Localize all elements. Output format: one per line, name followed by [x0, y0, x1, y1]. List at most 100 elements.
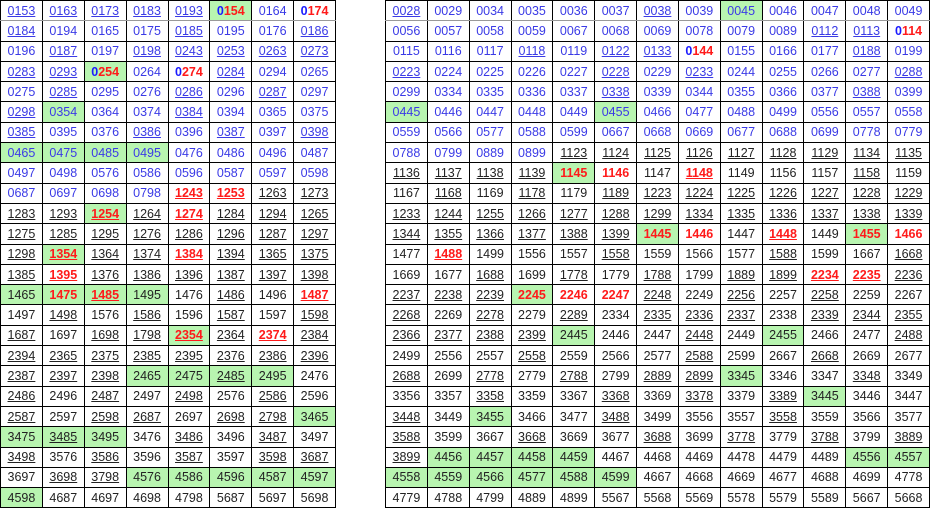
grid-cell[interactable]: 1485 — [83, 284, 127, 306]
grid-cell[interactable]: 1148 — [677, 162, 721, 184]
grid-cell[interactable]: 0288 — [887, 60, 930, 83]
grid-cell[interactable]: 0113 — [845, 20, 889, 42]
grid-cell[interactable]: 3476 — [125, 426, 169, 448]
grid-cell[interactable]: 3357 — [426, 385, 470, 407]
grid-cell[interactable]: 2388 — [468, 324, 512, 347]
grid-cell[interactable]: 3559 — [803, 405, 847, 428]
grid-cell[interactable]: 3699 — [677, 426, 721, 448]
grid-cell[interactable]: 2278 — [468, 304, 512, 326]
grid-cell[interactable]: 2385 — [125, 345, 169, 367]
grid-cell[interactable]: 1293 — [41, 202, 85, 225]
grid-cell[interactable]: 1386 — [125, 263, 169, 286]
grid-cell[interactable]: 2577 — [636, 345, 679, 367]
grid-cell[interactable]: 4459 — [552, 446, 596, 468]
grid-cell[interactable]: 0344 — [677, 81, 721, 103]
grid-cell[interactable]: 1277 — [552, 202, 596, 225]
grid-cell[interactable]: 2497 — [125, 385, 169, 407]
grid-cell[interactable]: 4587 — [251, 466, 295, 489]
grid-cell[interactable]: 0446 — [426, 101, 470, 123]
grid-cell[interactable]: 0384 — [167, 101, 211, 123]
grid-cell[interactable]: 1129 — [803, 142, 847, 164]
grid-cell[interactable]: 0165 — [83, 20, 127, 42]
grid-cell[interactable]: 1224 — [677, 182, 721, 204]
grid-cell[interactable]: 0244 — [719, 60, 763, 83]
grid-cell[interactable]: 1287 — [251, 223, 295, 245]
grid-cell[interactable]: 4597 — [293, 466, 336, 489]
grid-cell[interactable]: 2399 — [510, 324, 554, 347]
grid-cell[interactable]: 0699 — [803, 121, 847, 144]
grid-cell[interactable]: 3587 — [167, 446, 211, 468]
grid-cell[interactable]: 0354 — [41, 101, 85, 123]
grid-cell[interactable]: 0558 — [887, 101, 930, 123]
grid-cell[interactable]: 1334 — [677, 202, 721, 225]
grid-cell[interactable]: 0038 — [636, 0, 679, 22]
grid-cell[interactable]: 1476 — [167, 284, 211, 306]
grid-cell[interactable]: 2236 — [887, 263, 930, 286]
grid-cell[interactable]: 2496 — [41, 385, 85, 407]
grid-cell[interactable]: 0798 — [125, 182, 169, 204]
grid-cell[interactable]: 2397 — [41, 365, 85, 387]
grid-cell[interactable]: 0067 — [552, 20, 596, 42]
grid-cell[interactable]: 0377 — [803, 81, 847, 103]
grid-cell[interactable]: 4458 — [510, 446, 554, 468]
grid-cell[interactable]: 0449 — [552, 101, 596, 123]
grid-cell[interactable]: 1126 — [677, 142, 721, 164]
grid-cell[interactable]: 4799 — [468, 487, 512, 508]
grid-cell[interactable]: 0057 — [426, 20, 470, 42]
grid-cell[interactable]: 2448 — [677, 324, 721, 347]
grid-cell[interactable]: 0274 — [167, 60, 211, 83]
grid-cell[interactable]: 0294 — [251, 60, 295, 83]
grid-cell[interactable]: 1576 — [83, 304, 127, 326]
grid-cell[interactable]: 0397 — [251, 121, 295, 144]
grid-cell[interactable]: 2485 — [209, 365, 253, 387]
grid-cell[interactable]: 2377 — [426, 324, 470, 347]
grid-cell[interactable]: 0193 — [167, 0, 211, 22]
grid-cell[interactable]: 4687 — [41, 487, 85, 508]
grid-cell[interactable]: 3779 — [761, 426, 805, 448]
grid-cell[interactable]: 0194 — [41, 20, 85, 42]
grid-cell[interactable]: 2269 — [426, 304, 470, 326]
grid-cell[interactable]: 0175 — [125, 20, 169, 42]
grid-cell[interactable]: 0263 — [251, 40, 295, 62]
grid-cell[interactable]: 4456 — [426, 446, 470, 468]
grid-cell[interactable]: 4697 — [83, 487, 127, 508]
grid-cell[interactable]: 0285 — [41, 81, 85, 103]
grid-cell[interactable]: 0198 — [125, 40, 169, 62]
grid-cell[interactable]: 2398 — [83, 365, 127, 387]
grid-cell[interactable]: 0046 — [761, 0, 805, 22]
grid-cell[interactable]: 0223 — [385, 60, 428, 83]
grid-cell[interactable]: 0788 — [385, 142, 428, 164]
grid-cell[interactable]: 2238 — [426, 284, 470, 306]
grid-cell[interactable]: 1445 — [636, 223, 679, 245]
grid-cell[interactable]: 1145 — [552, 162, 596, 184]
grid-cell[interactable]: 0337 — [552, 81, 596, 103]
grid-cell[interactable]: 2558 — [510, 345, 554, 367]
grid-cell[interactable]: 2476 — [293, 365, 336, 387]
grid-cell[interactable]: 2268 — [385, 304, 428, 326]
grid-cell[interactable]: 0058 — [468, 20, 512, 42]
grid-cell[interactable]: 1298 — [0, 243, 43, 265]
grid-cell[interactable]: 3356 — [385, 385, 428, 407]
grid-cell[interactable]: 1286 — [167, 223, 211, 245]
grid-cell[interactable]: 0339 — [636, 81, 679, 103]
grid-cell[interactable]: 0448 — [510, 101, 554, 123]
grid-cell[interactable]: 3577 — [887, 405, 930, 428]
grid-cell[interactable]: 5697 — [251, 487, 295, 508]
grid-cell[interactable]: 0243 — [167, 40, 211, 62]
grid-cell[interactable]: 0488 — [719, 101, 763, 123]
grid-cell[interactable]: 0597 — [251, 162, 295, 184]
grid-cell[interactable]: 1135 — [887, 142, 930, 164]
grid-cell[interactable]: 5687 — [209, 487, 253, 508]
grid-cell[interactable]: 0557 — [845, 101, 889, 123]
grid-cell[interactable]: 2259 — [845, 284, 889, 306]
grid-cell[interactable]: 2235 — [845, 263, 889, 286]
grid-cell[interactable]: 1399 — [594, 223, 638, 245]
grid-cell[interactable]: 1226 — [761, 182, 805, 204]
grid-cell[interactable]: 2289 — [552, 304, 596, 326]
grid-cell[interactable]: 0399 — [887, 81, 930, 103]
grid-cell[interactable]: 1597 — [251, 304, 295, 326]
grid-cell[interactable]: 1275 — [0, 223, 43, 245]
grid-cell[interactable]: 0287 — [251, 81, 295, 103]
grid-cell[interactable]: 1398 — [293, 263, 336, 286]
grid-cell[interactable]: 0184 — [0, 20, 43, 42]
